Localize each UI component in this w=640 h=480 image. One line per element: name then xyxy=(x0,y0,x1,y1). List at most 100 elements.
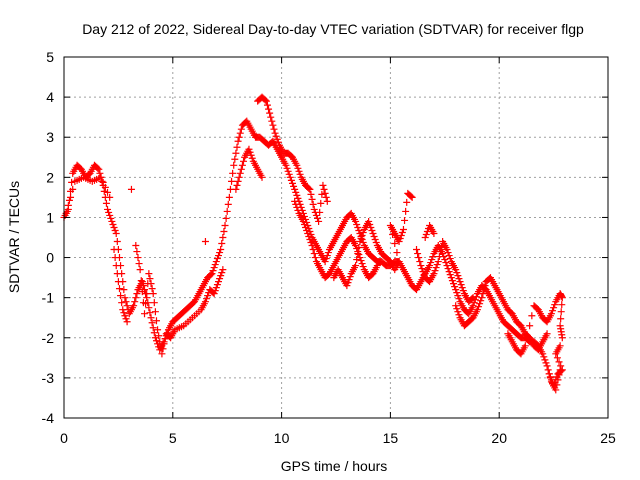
data-point xyxy=(206,272,214,280)
data-point xyxy=(236,169,244,177)
data-point xyxy=(133,248,141,256)
data-point xyxy=(355,244,363,252)
data-point xyxy=(152,337,160,345)
data-point xyxy=(305,184,313,192)
data-point xyxy=(75,163,83,171)
data-point xyxy=(451,283,459,291)
data-point xyxy=(452,302,460,310)
data-point xyxy=(421,234,429,241)
data-point xyxy=(414,250,422,258)
data-point xyxy=(213,281,221,289)
data-point xyxy=(152,317,160,325)
data-point xyxy=(307,239,315,247)
data-point xyxy=(369,229,377,237)
data-point xyxy=(236,129,244,137)
data-point xyxy=(490,300,498,308)
data-point xyxy=(122,315,130,323)
data-point xyxy=(394,260,402,268)
data-point xyxy=(149,324,157,332)
data-point xyxy=(544,366,552,374)
data-point xyxy=(312,211,320,219)
data-point xyxy=(306,236,314,244)
data-point xyxy=(134,254,142,262)
data-point xyxy=(515,320,523,328)
data-point xyxy=(101,183,109,191)
data-point xyxy=(454,272,462,280)
data-point xyxy=(120,286,128,294)
data-point xyxy=(68,178,76,186)
data-point xyxy=(553,373,561,381)
data-point xyxy=(555,344,563,352)
data-point xyxy=(115,285,123,293)
data-point xyxy=(146,275,154,283)
data-point xyxy=(110,246,118,254)
data-point xyxy=(170,328,178,336)
data-point xyxy=(420,271,428,279)
data-point xyxy=(147,314,155,322)
data-point xyxy=(403,198,411,206)
data-point xyxy=(329,240,337,248)
data-point xyxy=(384,256,392,264)
data-point xyxy=(480,286,488,294)
data-point xyxy=(546,373,554,381)
data-point xyxy=(102,199,110,207)
data-point xyxy=(123,302,131,310)
data-point xyxy=(269,121,277,129)
data-point xyxy=(94,164,102,172)
data-point xyxy=(468,295,476,303)
data-point xyxy=(459,287,467,295)
data-point xyxy=(105,208,113,216)
data-point xyxy=(294,164,302,172)
data-point xyxy=(318,190,326,198)
data-point xyxy=(287,176,295,184)
data-point xyxy=(416,280,424,288)
data-point xyxy=(212,284,220,292)
data-point xyxy=(367,223,375,231)
data-point xyxy=(131,298,139,306)
data-point xyxy=(213,255,221,263)
data-point xyxy=(271,129,279,137)
y-axis-label: SDTVAR / TECUs xyxy=(6,181,22,293)
data-point xyxy=(457,281,465,289)
data-point xyxy=(272,132,280,140)
data-point xyxy=(447,274,455,282)
data-point xyxy=(204,292,212,300)
data-point xyxy=(354,223,362,231)
data-point xyxy=(231,155,239,163)
data-point xyxy=(139,282,147,290)
data-point xyxy=(248,154,256,162)
data-point xyxy=(506,324,514,332)
data-point xyxy=(234,137,242,145)
data-point xyxy=(106,193,114,201)
data-point xyxy=(417,262,425,270)
y-tick-label: -2 xyxy=(42,330,55,346)
data-point xyxy=(435,253,443,261)
data-point xyxy=(434,258,442,266)
data-point xyxy=(238,161,246,169)
data-point xyxy=(235,173,243,181)
data-point xyxy=(467,296,475,304)
data-point xyxy=(498,296,506,304)
data-point xyxy=(118,299,126,307)
data-point xyxy=(98,177,106,185)
data-point xyxy=(526,322,534,330)
data-point xyxy=(444,249,452,257)
y-tick-label: -1 xyxy=(42,290,55,306)
data-point xyxy=(224,200,232,208)
y-tick-label: -4 xyxy=(42,410,55,426)
data-point xyxy=(523,332,531,340)
data-point xyxy=(285,170,293,178)
data-point xyxy=(448,277,456,285)
data-point xyxy=(553,354,561,362)
data-point xyxy=(455,295,463,303)
data-point xyxy=(161,335,169,343)
data-point xyxy=(214,252,222,260)
data-point xyxy=(399,225,407,233)
data-point xyxy=(274,138,282,146)
data-point xyxy=(319,181,327,189)
data-point xyxy=(428,256,436,264)
data-point xyxy=(355,226,363,234)
data-point xyxy=(159,345,167,353)
data-point xyxy=(235,133,243,141)
